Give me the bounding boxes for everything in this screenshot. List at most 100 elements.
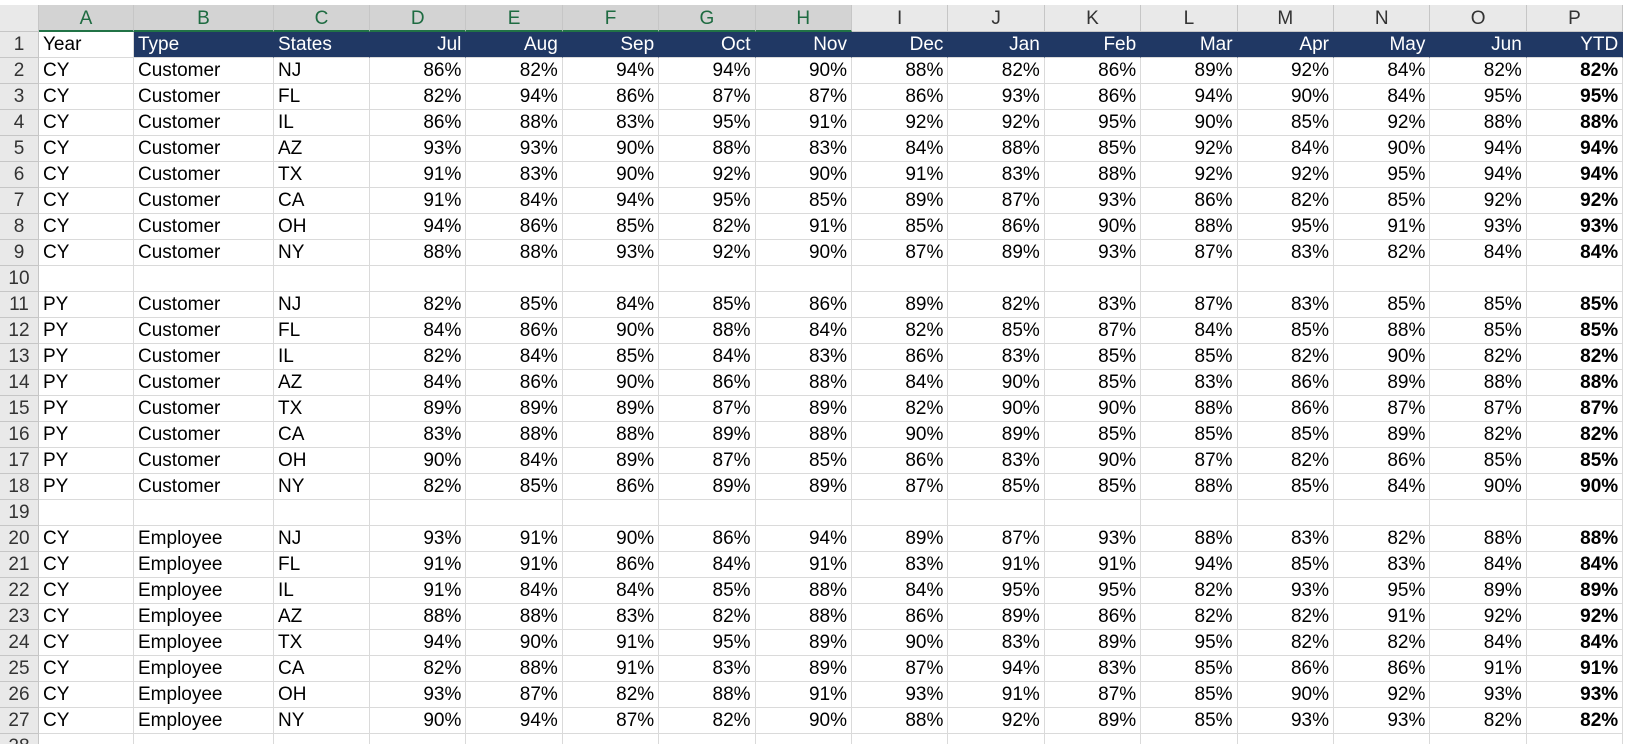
data-cell[interactable]: 85% — [1141, 682, 1238, 708]
data-cell[interactable]: 83% — [1044, 656, 1142, 682]
data-cell[interactable]: 91% — [370, 578, 467, 604]
data-cell[interactable]: CY — [39, 214, 134, 240]
data-cell[interactable]: 91% — [370, 188, 467, 214]
data-cell[interactable]: 95% — [1044, 578, 1142, 604]
data-cell[interactable]: 84% — [1430, 240, 1527, 266]
data-cell[interactable]: OH — [274, 214, 370, 240]
data-cell[interactable]: 83% — [466, 162, 563, 188]
data-cell[interactable]: 92% — [1430, 188, 1527, 214]
empty-cell[interactable] — [1045, 734, 1142, 744]
data-cell[interactable]: 90% — [1430, 474, 1527, 500]
data-cell[interactable]: 88% — [1334, 318, 1431, 344]
data-cell[interactable]: 89% — [852, 188, 949, 214]
data-cell[interactable]: 89% — [755, 474, 852, 500]
data-cell[interactable]: 88% — [1430, 370, 1527, 396]
data-cell[interactable]: 94% — [370, 214, 467, 240]
data-cell[interactable]: 93% — [852, 682, 949, 708]
data-cell[interactable]: 82% — [370, 656, 467, 682]
data-cell[interactable]: 87% — [1141, 292, 1238, 318]
data-cell[interactable]: 83% — [370, 422, 467, 448]
data-cell[interactable]: Customer — [134, 318, 274, 344]
data-cell[interactable]: 95% — [1334, 578, 1431, 604]
data-cell[interactable]: 85% — [1044, 422, 1142, 448]
data-cell[interactable]: 89% — [852, 526, 949, 552]
data-cell[interactable]: 93% — [370, 682, 467, 708]
empty-cell[interactable] — [948, 266, 1045, 292]
empty-cell[interactable] — [1334, 266, 1431, 292]
data-cell[interactable]: 85% — [659, 292, 756, 318]
data-cell[interactable]: 85% — [1526, 448, 1624, 474]
data-cell[interactable]: 90% — [466, 630, 563, 656]
data-cell[interactable]: 89% — [1141, 58, 1238, 84]
data-cell[interactable]: NJ — [274, 526, 370, 552]
data-cell[interactable]: 85% — [1334, 292, 1431, 318]
data-cell[interactable]: 92% — [659, 162, 756, 188]
data-cell[interactable]: 95% — [659, 110, 756, 136]
header-cell[interactable]: Sep — [562, 32, 660, 58]
data-cell[interactable]: 92% — [1141, 162, 1238, 188]
data-cell[interactable]: 85% — [1334, 188, 1431, 214]
data-cell[interactable]: 85% — [1237, 318, 1334, 344]
header-cell[interactable]: YTD — [1526, 32, 1624, 58]
column-header[interactable]: P — [1526, 5, 1624, 32]
data-cell[interactable]: 91% — [948, 682, 1045, 708]
data-cell[interactable]: 87% — [659, 448, 756, 474]
row-header[interactable]: 19 — [0, 500, 39, 526]
empty-cell[interactable] — [562, 500, 660, 526]
data-cell[interactable]: 92% — [852, 110, 949, 136]
data-cell[interactable]: 84% — [466, 448, 563, 474]
empty-cell[interactable] — [948, 734, 1045, 744]
data-cell[interactable]: 83% — [1237, 526, 1334, 552]
data-cell[interactable]: 90% — [755, 162, 852, 188]
data-cell[interactable]: 86% — [562, 84, 660, 110]
data-cell[interactable]: 91% — [370, 552, 467, 578]
data-cell[interactable]: 85% — [1141, 422, 1238, 448]
empty-cell[interactable] — [1430, 500, 1527, 526]
data-cell[interactable]: 85% — [1430, 292, 1527, 318]
data-cell[interactable]: 82% — [659, 214, 756, 240]
data-cell[interactable]: 82% — [1237, 448, 1334, 474]
data-cell[interactable]: 87% — [948, 188, 1045, 214]
header-cell[interactable]: Jul — [370, 32, 467, 58]
header-cell[interactable]: Jan — [948, 32, 1045, 58]
data-cell[interactable]: Customer — [134, 396, 274, 422]
data-cell[interactable]: 84% — [1430, 630, 1527, 656]
data-cell[interactable]: 88% — [370, 240, 467, 266]
data-cell[interactable]: 91% — [562, 656, 660, 682]
data-cell[interactable]: 93% — [1237, 578, 1334, 604]
header-cell[interactable]: Jun — [1430, 32, 1527, 58]
column-header[interactable]: L — [1141, 5, 1238, 32]
data-cell[interactable]: 85% — [1237, 474, 1334, 500]
data-cell[interactable]: TX — [274, 162, 370, 188]
data-cell[interactable]: 86% — [1334, 656, 1431, 682]
data-cell[interactable]: 85% — [755, 188, 852, 214]
data-cell[interactable]: 90% — [370, 448, 467, 474]
data-cell[interactable]: 82% — [1141, 578, 1238, 604]
data-cell[interactable]: 91% — [466, 552, 563, 578]
data-cell[interactable]: 87% — [1141, 448, 1238, 474]
data-cell[interactable]: 82% — [1237, 188, 1334, 214]
data-cell[interactable]: 88% — [1526, 526, 1624, 552]
data-cell[interactable]: 86% — [1237, 370, 1334, 396]
data-cell[interactable]: Employee — [134, 526, 274, 552]
data-cell[interactable]: Customer — [134, 188, 274, 214]
data-cell[interactable]: 89% — [1526, 578, 1624, 604]
data-cell[interactable]: 89% — [466, 396, 563, 422]
data-cell[interactable]: 84% — [1334, 58, 1431, 84]
data-cell[interactable]: 95% — [1430, 84, 1527, 110]
data-cell[interactable]: 82% — [370, 474, 467, 500]
empty-cell[interactable] — [466, 266, 563, 292]
data-cell[interactable]: 94% — [1526, 162, 1624, 188]
data-cell[interactable]: 88% — [466, 422, 563, 448]
data-cell[interactable]: 87% — [659, 396, 756, 422]
data-cell[interactable]: 85% — [1430, 318, 1527, 344]
data-cell[interactable]: 83% — [755, 136, 852, 162]
data-cell[interactable]: 90% — [562, 318, 660, 344]
row-header[interactable]: 8 — [0, 214, 39, 240]
empty-cell[interactable] — [659, 266, 756, 292]
data-cell[interactable]: 91% — [466, 526, 563, 552]
data-cell[interactable]: 91% — [755, 682, 852, 708]
data-cell[interactable]: 83% — [1237, 240, 1334, 266]
data-cell[interactable]: 83% — [1044, 292, 1142, 318]
data-cell[interactable]: 85% — [1237, 422, 1334, 448]
